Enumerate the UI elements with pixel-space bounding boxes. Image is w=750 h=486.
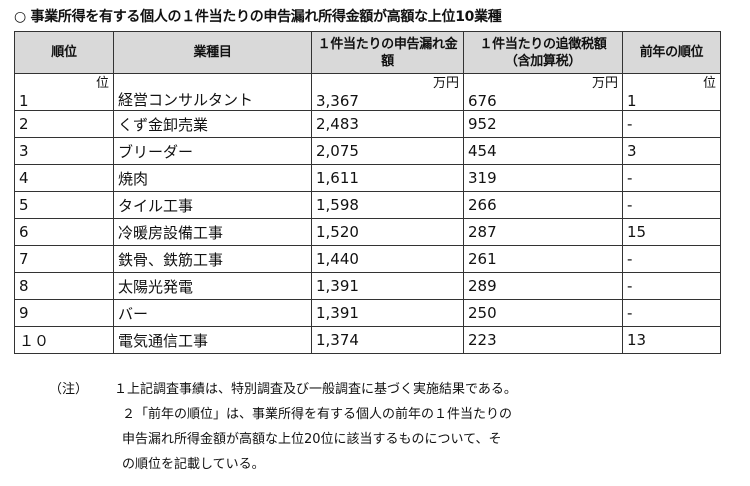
undeclared-value: 1,520	[311, 218, 464, 246]
rank-value: 3	[14, 137, 114, 165]
undeclared-value: 1,391	[311, 299, 464, 327]
prev-rank-value: 15	[622, 218, 721, 246]
cell-industry: 経営コンサルタント	[113, 73, 312, 111]
additional-tax-value: 250	[463, 299, 623, 327]
header-row: 順位 業種目 １件当たりの申告漏れ金額 １件当たりの追徴税額（含加算税） 前年の…	[14, 31, 721, 74]
unit-label: 万円	[591, 76, 618, 91]
undeclared-value: 1,391	[311, 272, 464, 300]
note-1: １上記調査事績は、特別調査及び一般調査に基づく実施結果である。	[114, 382, 517, 397]
additional-tax-value: 676	[468, 92, 497, 110]
unit-label: 位	[702, 76, 716, 91]
note-2-line-3: の順位を記載している。	[122, 457, 265, 472]
industry-value: ブリーダー	[113, 137, 312, 165]
industry-value: 冷暖房設備工事	[113, 218, 312, 246]
additional-tax-value: 952	[463, 110, 623, 138]
note-2-line-1: ２「前年の順位」は、事業所得を有する個人の前年の１件当たりの	[122, 407, 513, 422]
table-title: ○ 事業所得を有する個人の１件当たりの申告漏れ所得金額が高額な上位10業種	[14, 9, 502, 25]
header-additional-tax: １件当たりの追徴税額（含加算税）	[463, 31, 623, 74]
rank-value: 7	[14, 245, 114, 273]
undeclared-value: 1,611	[311, 164, 464, 192]
rank-value: 8	[14, 272, 114, 300]
rank-value: 9	[14, 299, 114, 327]
prev-rank-value: -	[622, 245, 721, 273]
additional-tax-value: 223	[463, 326, 623, 354]
footnotes: （注） １上記調査事績は、特別調査及び一般調査に基づく実施結果である。 ２「前年…	[14, 377, 734, 477]
table-row: 5 タイル工事 1,598 266 -	[14, 191, 721, 219]
rank-value: 4	[14, 164, 114, 192]
header-industry: 業種目	[113, 31, 312, 74]
table-row: 2 くず金卸売業 2,483 952 -	[14, 110, 721, 138]
table-row: 6 冷暖房設備工事 1,520 287 15	[14, 218, 721, 246]
table-row: 9 バー 1,391 250 -	[14, 299, 721, 327]
prev-rank-value: -	[622, 110, 721, 138]
industry-value: バー	[113, 299, 312, 327]
undeclared-value: 1,598	[311, 191, 464, 219]
industry-value: 電気通信工事	[113, 326, 312, 354]
header-prev-rank: 前年の順位	[622, 31, 721, 74]
table-row: 3 ブリーダー 2,075 454 3	[14, 137, 721, 165]
prev-rank-value: 1	[627, 92, 637, 110]
unit-label: 位	[95, 76, 109, 91]
prev-rank-value: -	[622, 272, 721, 300]
industry-value: 焼肉	[113, 164, 312, 192]
industry-value: タイル工事	[113, 191, 312, 219]
unit-label: 万円	[432, 76, 459, 91]
table-row: 8 太陽光発電 1,391 289 -	[14, 272, 721, 300]
cell-undeclared: 万円 3,367	[311, 73, 464, 111]
rank-value: 2	[14, 110, 114, 138]
additional-tax-value: 289	[463, 272, 623, 300]
note-label: （注）	[49, 382, 89, 397]
undeclared-value: 1,440	[311, 245, 464, 273]
cell-prev-rank: 位 1	[622, 73, 721, 111]
undeclared-value: 2,483	[311, 110, 464, 138]
rank-value: １０	[14, 326, 114, 354]
header-rank: 順位	[14, 31, 114, 74]
note-row: （注） １上記調査事績は、特別調査及び一般調査に基づく実施結果である。	[14, 377, 734, 402]
cell-rank: 位 1	[14, 73, 114, 111]
prev-rank-value: 3	[622, 137, 721, 165]
ranking-table: 順位 業種目 １件当たりの申告漏れ金額 １件当たりの追徴税額（含加算税） 前年の…	[14, 31, 721, 354]
undeclared-value: 3,367	[316, 92, 359, 110]
industry-value: 経営コンサルタント	[118, 91, 254, 109]
table-row: 7 鉄骨、鉄筋工事 1,440 261 -	[14, 245, 721, 273]
note-2-line-2: 申告漏れ所得金額が高額な上位20位に該当するものについて、そ	[122, 432, 502, 447]
additional-tax-value: 454	[463, 137, 623, 165]
rank-value: 1	[19, 92, 29, 110]
header-undeclared-amount: １件当たりの申告漏れ金額	[311, 31, 464, 74]
table-row: １０ 電気通信工事 1,374 223 13	[14, 326, 721, 354]
cell-additional-tax: 万円 676	[463, 73, 623, 111]
additional-tax-value: 287	[463, 218, 623, 246]
prev-rank-value: -	[622, 191, 721, 219]
rank-value: 6	[14, 218, 114, 246]
undeclared-value: 2,075	[311, 137, 464, 165]
additional-tax-value: 319	[463, 164, 623, 192]
prev-rank-value: -	[622, 299, 721, 327]
industry-value: くず金卸売業	[113, 110, 312, 138]
additional-tax-value: 266	[463, 191, 623, 219]
industry-value: 鉄骨、鉄筋工事	[113, 245, 312, 273]
rank-value: 5	[14, 191, 114, 219]
undeclared-value: 1,374	[311, 326, 464, 354]
prev-rank-value: 13	[622, 326, 721, 354]
industry-value: 太陽光発電	[113, 272, 312, 300]
table-row: 位 1 経営コンサルタント 万円 3,367 万円 676	[14, 73, 721, 111]
additional-tax-value: 261	[463, 245, 623, 273]
table-row: 4 焼肉 1,611 319 -	[14, 164, 721, 192]
prev-rank-value: -	[622, 164, 721, 192]
